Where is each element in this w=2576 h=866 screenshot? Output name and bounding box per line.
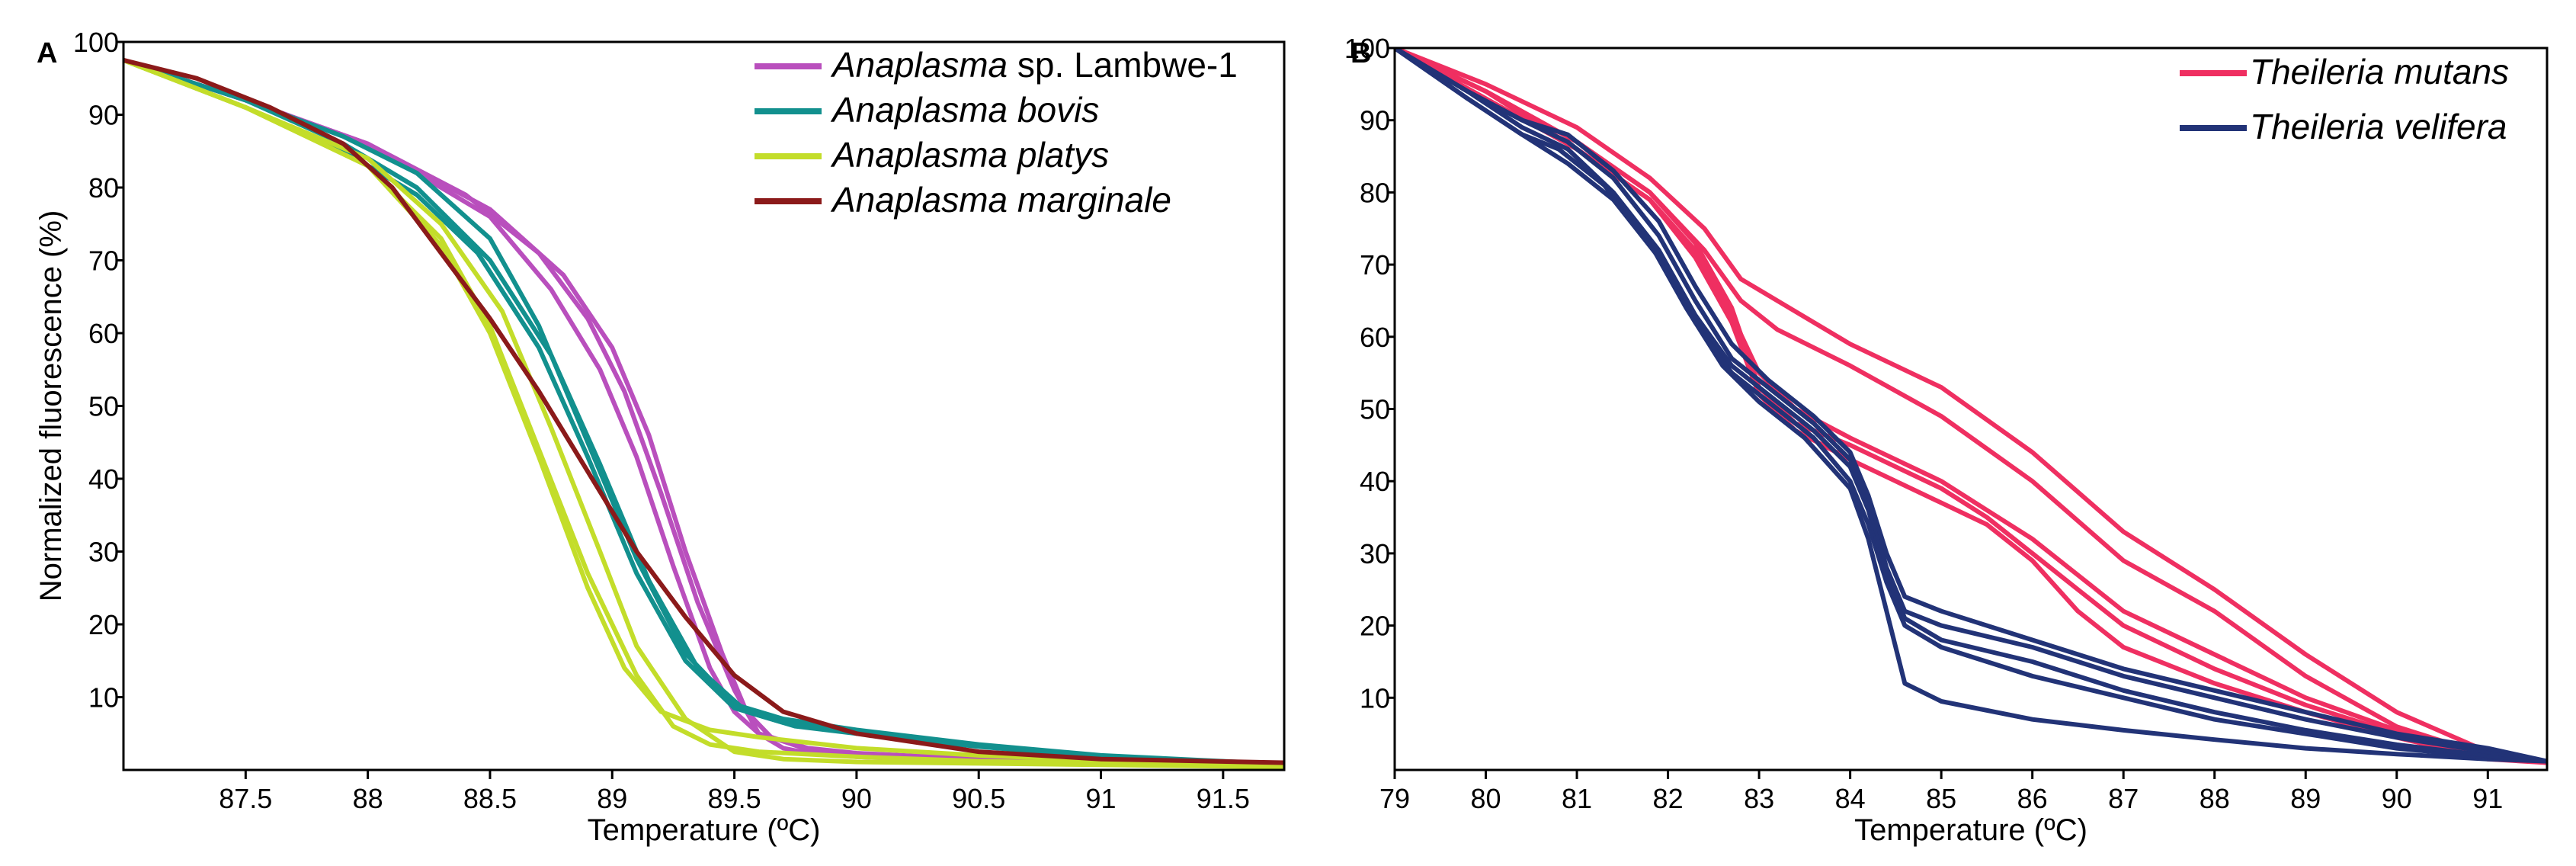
melt-curve xyxy=(123,57,1284,769)
melt-curve xyxy=(123,57,1284,767)
legend-item: Theileria velifera xyxy=(2180,107,2507,146)
y-tick-label: 30 xyxy=(88,537,119,568)
series-theileria-mutans xyxy=(1395,48,2547,765)
legend: Anaplasma sp. Lambwe-1 Anaplasma bovis Ana… xyxy=(755,45,1238,220)
series-theileria-velifera xyxy=(1395,48,2547,764)
x-axis-title: Temperature (ºC) xyxy=(1854,813,2087,847)
legend-label: Theileria velifera xyxy=(2250,107,2507,146)
melt-curve xyxy=(1395,48,2547,764)
legend-label-italic: Theileria mutans xyxy=(2250,52,2509,91)
melt-curve xyxy=(1395,48,2547,765)
melt-curve xyxy=(123,57,1284,770)
legend: Theileria mutans Theileria velifera xyxy=(2180,52,2509,146)
x-tick-label: 88.5 xyxy=(463,783,517,814)
x-tick-label: 87.5 xyxy=(219,783,272,814)
y-tick-label: 20 xyxy=(88,609,119,640)
y-tick-label: 80 xyxy=(88,172,119,204)
legend-item: Theileria mutans xyxy=(2180,52,2509,91)
y-tick-label: 10 xyxy=(1360,682,1390,714)
melt-curve xyxy=(123,57,1284,769)
legend-label-italic: Anaplasma bovis xyxy=(830,90,1099,130)
x-tick-label: 88 xyxy=(2200,783,2230,814)
melt-curve xyxy=(123,57,1284,765)
x-tick-label: 91 xyxy=(1086,783,1117,814)
y-tick-label: 50 xyxy=(1360,394,1390,425)
y-tick-label: 40 xyxy=(1360,466,1390,497)
y-tick-label: 80 xyxy=(1360,177,1390,208)
y-tick-label: 100 xyxy=(1344,33,1390,64)
x-tick-label: 90.5 xyxy=(952,783,1005,814)
panel-label: B xyxy=(1350,37,1371,69)
y-tick-label: 70 xyxy=(88,245,119,277)
legend-item: Anaplasma bovis xyxy=(755,90,1099,130)
legend-label: Anaplasma sp. Lambwe-1 xyxy=(830,45,1238,85)
x-tick-label: 88 xyxy=(353,783,383,814)
melt-curve xyxy=(1395,48,2547,764)
legend-item: Anaplasma platys xyxy=(755,135,1109,175)
x-tick-label: 90 xyxy=(841,783,872,814)
x-tick-label: 89 xyxy=(2290,783,2321,814)
y-axis-title: Normalized fluorescence (%) xyxy=(34,210,68,602)
y-tick-label: 60 xyxy=(1360,322,1390,353)
series-anaplasma-bovis xyxy=(123,57,1284,767)
y-tick-label: 20 xyxy=(1360,611,1390,642)
x-tick-label: 91.5 xyxy=(1197,783,1250,814)
legend-label-italic: Anaplasma xyxy=(830,45,1008,85)
y-tick-label: 90 xyxy=(1360,105,1390,136)
panel-b: 79 80 81 82 83 84 85 86 87 88 89 90 91 10 20 30 40 50 60 70… xyxy=(1344,33,2549,847)
y-tick-label: 70 xyxy=(1360,249,1390,281)
x-tick-label: 90 xyxy=(2382,783,2412,814)
panel-a: 87.5 88 88.5 89 89.5 90 90.5 91 91.5 10 20 30 40 50 60… xyxy=(34,27,1286,847)
melt-curve xyxy=(1395,48,2547,765)
legend-label: Anaplasma marginale xyxy=(830,180,1171,220)
x-tick-label: 81 xyxy=(1562,783,1592,814)
series-anaplasma-platys xyxy=(123,57,1284,770)
y-tick-label: 10 xyxy=(88,682,119,714)
y-tick-label: 40 xyxy=(88,463,119,495)
plot-frame xyxy=(122,40,1286,771)
x-tick-label: 87 xyxy=(2108,783,2139,814)
y-tick-label: 100 xyxy=(73,27,119,58)
legend-item: Anaplasma marginale xyxy=(755,180,1171,220)
melt-curve xyxy=(123,57,1284,768)
melt-curve xyxy=(123,57,1284,767)
x-tick-label: 89 xyxy=(597,783,627,814)
x-tick-label: 86 xyxy=(2017,783,2048,814)
legend-item: Anaplasma sp. Lambwe-1 xyxy=(755,45,1238,85)
y-tick-label: 90 xyxy=(88,100,119,131)
x-tick-label: 91 xyxy=(2472,783,2503,814)
y-tick-label: 30 xyxy=(1360,538,1390,569)
series-lines xyxy=(123,57,1284,770)
series-lines xyxy=(1395,48,2547,765)
x-tick-label: 82 xyxy=(1653,783,1684,814)
legend-label-italic: Anaplasma marginale xyxy=(830,180,1171,220)
legend-label-rest: sp. Lambwe-1 xyxy=(1008,45,1238,85)
melt-curve xyxy=(1395,48,2547,765)
series-anaplasma-marginale xyxy=(123,57,1284,765)
melt-curve xyxy=(123,57,1284,769)
x-tick-label: 80 xyxy=(1471,783,1501,814)
melt-curve xyxy=(123,57,1284,769)
legend-label-italic: Anaplasma platys xyxy=(830,135,1109,175)
melt-curve xyxy=(1395,48,2547,764)
x-axis-title: Temperature (ºC) xyxy=(588,813,821,847)
melt-curve xyxy=(1395,48,2547,764)
melt-curve xyxy=(123,57,1284,767)
x-tick-label: 89.5 xyxy=(708,783,761,814)
x-tick-label: 84 xyxy=(1835,783,1866,814)
x-tick-label: 79 xyxy=(1379,783,1410,814)
legend-label: Anaplasma platys xyxy=(830,135,1109,175)
legend-label-italic: Theileria velifera xyxy=(2250,107,2507,146)
x-tick-label: 85 xyxy=(1926,783,1956,814)
melt-curve xyxy=(1395,48,2547,764)
y-tick-label: 60 xyxy=(88,318,119,349)
x-tick-label: 83 xyxy=(1744,783,1774,814)
series-anaplasma-sp-lambwe-1 xyxy=(123,57,1284,769)
legend-label: Theileria mutans xyxy=(2250,52,2509,91)
legend-label: Anaplasma bovis xyxy=(830,90,1099,130)
panel-label: A xyxy=(37,37,57,69)
y-tick-label: 50 xyxy=(88,391,119,422)
